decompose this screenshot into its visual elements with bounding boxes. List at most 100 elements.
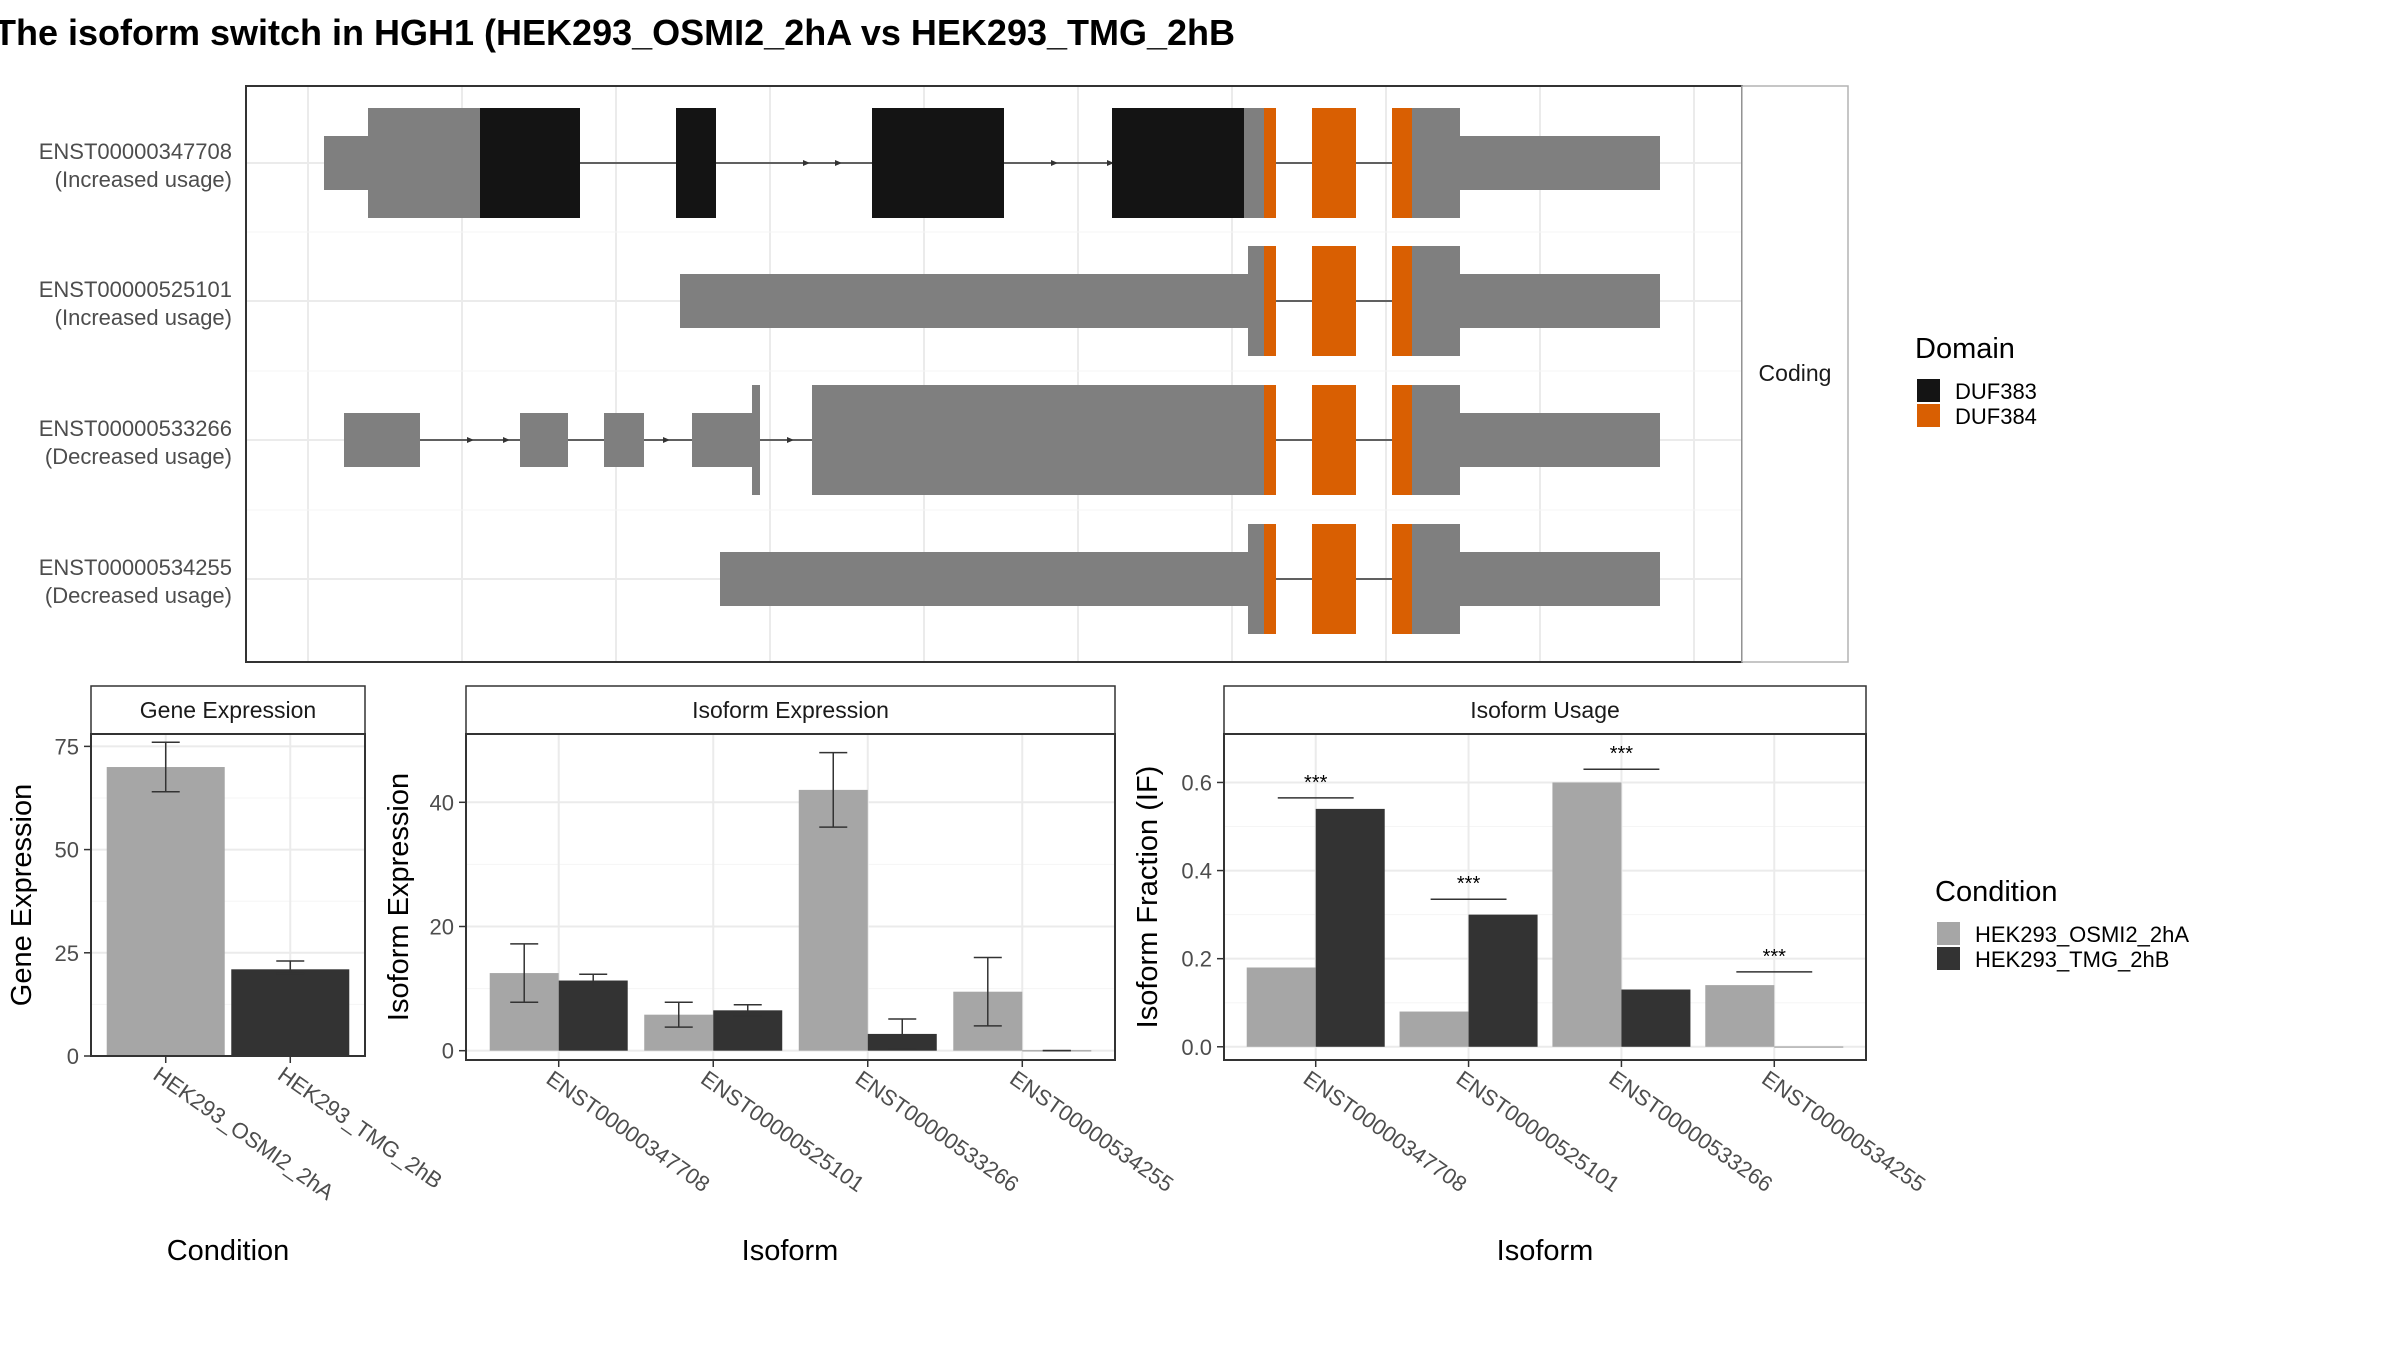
y-axis-title: Isoform Fraction (IF) [1132,766,1164,1029]
chart-title: The isoform switch in HGH1 (HEK293_OSMI2… [0,12,1236,53]
isoform-usage-label: (Increased usage) [55,167,232,192]
domain-legend-swatch [1917,404,1940,427]
domain-duf384 [1392,385,1412,495]
bar [1246,967,1316,1047]
utr-exon [520,413,568,467]
coding-exon [1248,524,1264,634]
utr-exon [1460,413,1660,467]
bar [558,980,628,1051]
y-tick-label: 20 [430,914,454,939]
significance-label: *** [1457,873,1481,895]
coding-exon [860,385,1264,495]
y-tick-label: 75 [55,734,79,759]
significance-label: *** [1610,743,1634,765]
domain-duf384 [1264,524,1276,634]
panel-strip [90,685,366,735]
isoform-label: ENST00000347708 [39,139,232,164]
domain-duf383 [872,108,1004,218]
condition-legend-swatch [1937,947,1960,970]
isoform-ENST00000533266 [344,385,1660,495]
domain-duf383 [1112,108,1244,218]
utr-exon [1460,274,1660,328]
x-tick-label: ENST00000533266 [1605,1066,1778,1197]
domain-duf384 [1392,246,1412,356]
isoform-ENST00000525101 [680,246,1660,356]
isoform-usage-label: (Increased usage) [55,305,232,330]
utr-exon [692,413,756,467]
coding-exon [1412,385,1460,495]
intron-arrow [1107,160,1114,166]
bar [1705,985,1775,1047]
panel-border [1223,733,1867,1061]
isoform-usage-label: (Decreased usage) [45,583,232,608]
panel-border [90,733,366,1057]
y-axis-title: Gene Expression [6,784,38,1006]
condition-legend-title: Condition [1935,876,2058,908]
facet-strip [1741,85,1849,663]
domain-legend-label: DUF383 [1955,379,2037,404]
x-tick-label: ENST00000534255 [1757,1066,1930,1197]
utr-exon [604,413,644,467]
x-axis-title: Isoform [1497,1235,1594,1267]
condition-legend-swatch [1937,922,1960,945]
domain-legend-label: DUF384 [1955,404,2037,429]
condition-legend-label: HEK293_TMG_2hB [1975,947,2169,972]
bar [1399,1011,1469,1047]
utr-exon [1460,136,1660,190]
y-tick-label: 0.4 [1181,859,1212,884]
bar [1315,808,1385,1047]
bar [713,1010,783,1051]
y-tick-label: 0.2 [1181,947,1212,972]
coding-exon [1412,524,1460,634]
facet-strip-label: Coding [1759,360,1832,386]
condition-legend-label: HEK293_OSMI2_2hA [1975,922,2189,947]
y-tick-label: 0 [67,1044,79,1069]
y-tick-label: 25 [55,941,79,966]
coding-exon [1412,108,1460,218]
intron-arrow [663,437,670,443]
isoform-label: ENST00000534255 [39,555,232,580]
isoform-usage-label: (Decreased usage) [45,444,232,469]
domain-legend-swatch [1917,379,1940,402]
x-tick-label: ENST00000525101 [1452,1066,1625,1197]
domain-duf383 [480,108,580,218]
intron-arrow [1051,160,1058,166]
coding-exon [1248,246,1264,356]
coding-exon [812,385,860,495]
bar [1552,782,1622,1047]
isoform-ENST00000347708 [324,108,1660,218]
isoform-ENST00000534255 [720,524,1660,634]
domain-duf384 [1312,524,1356,634]
bar [1468,914,1538,1047]
domain-duf384 [1392,524,1412,634]
y-tick-label: 50 [55,838,79,863]
x-tick-label: ENST00000533266 [851,1066,1024,1197]
intron-arrow [835,160,842,166]
y-tick-label: 40 [430,790,454,815]
domain-duf384 [1264,246,1276,356]
utr-exon [720,552,1248,606]
panel-title: Gene Expression [140,697,316,723]
isoform-label: ENST00000533266 [39,416,232,441]
utr-exon [344,413,420,467]
x-tick-label: ENST00000525101 [696,1066,869,1197]
bar [231,969,350,1056]
x-axis-title: Condition [167,1235,290,1267]
y-tick-label: 0.6 [1181,770,1212,795]
coding-exon [368,108,480,218]
y-tick-label: 0 [442,1039,454,1064]
domain-duf384 [1312,246,1356,356]
y-axis-title: Isoform Expression [383,773,415,1021]
domain-duf384 [1392,108,1412,218]
intron-arrow [503,437,510,443]
utr-exon [680,274,1248,328]
coding-exon [1412,246,1460,356]
panel-strip [465,685,1116,735]
panel-border [465,733,1116,1061]
bar [798,789,868,1051]
domain-duf384 [1264,108,1276,218]
x-tick-label: ENST00000347708 [1299,1066,1472,1197]
y-tick-label: 0.0 [1181,1035,1212,1060]
panel-strip [1223,685,1867,735]
panel-title: Isoform Expression [692,697,889,723]
